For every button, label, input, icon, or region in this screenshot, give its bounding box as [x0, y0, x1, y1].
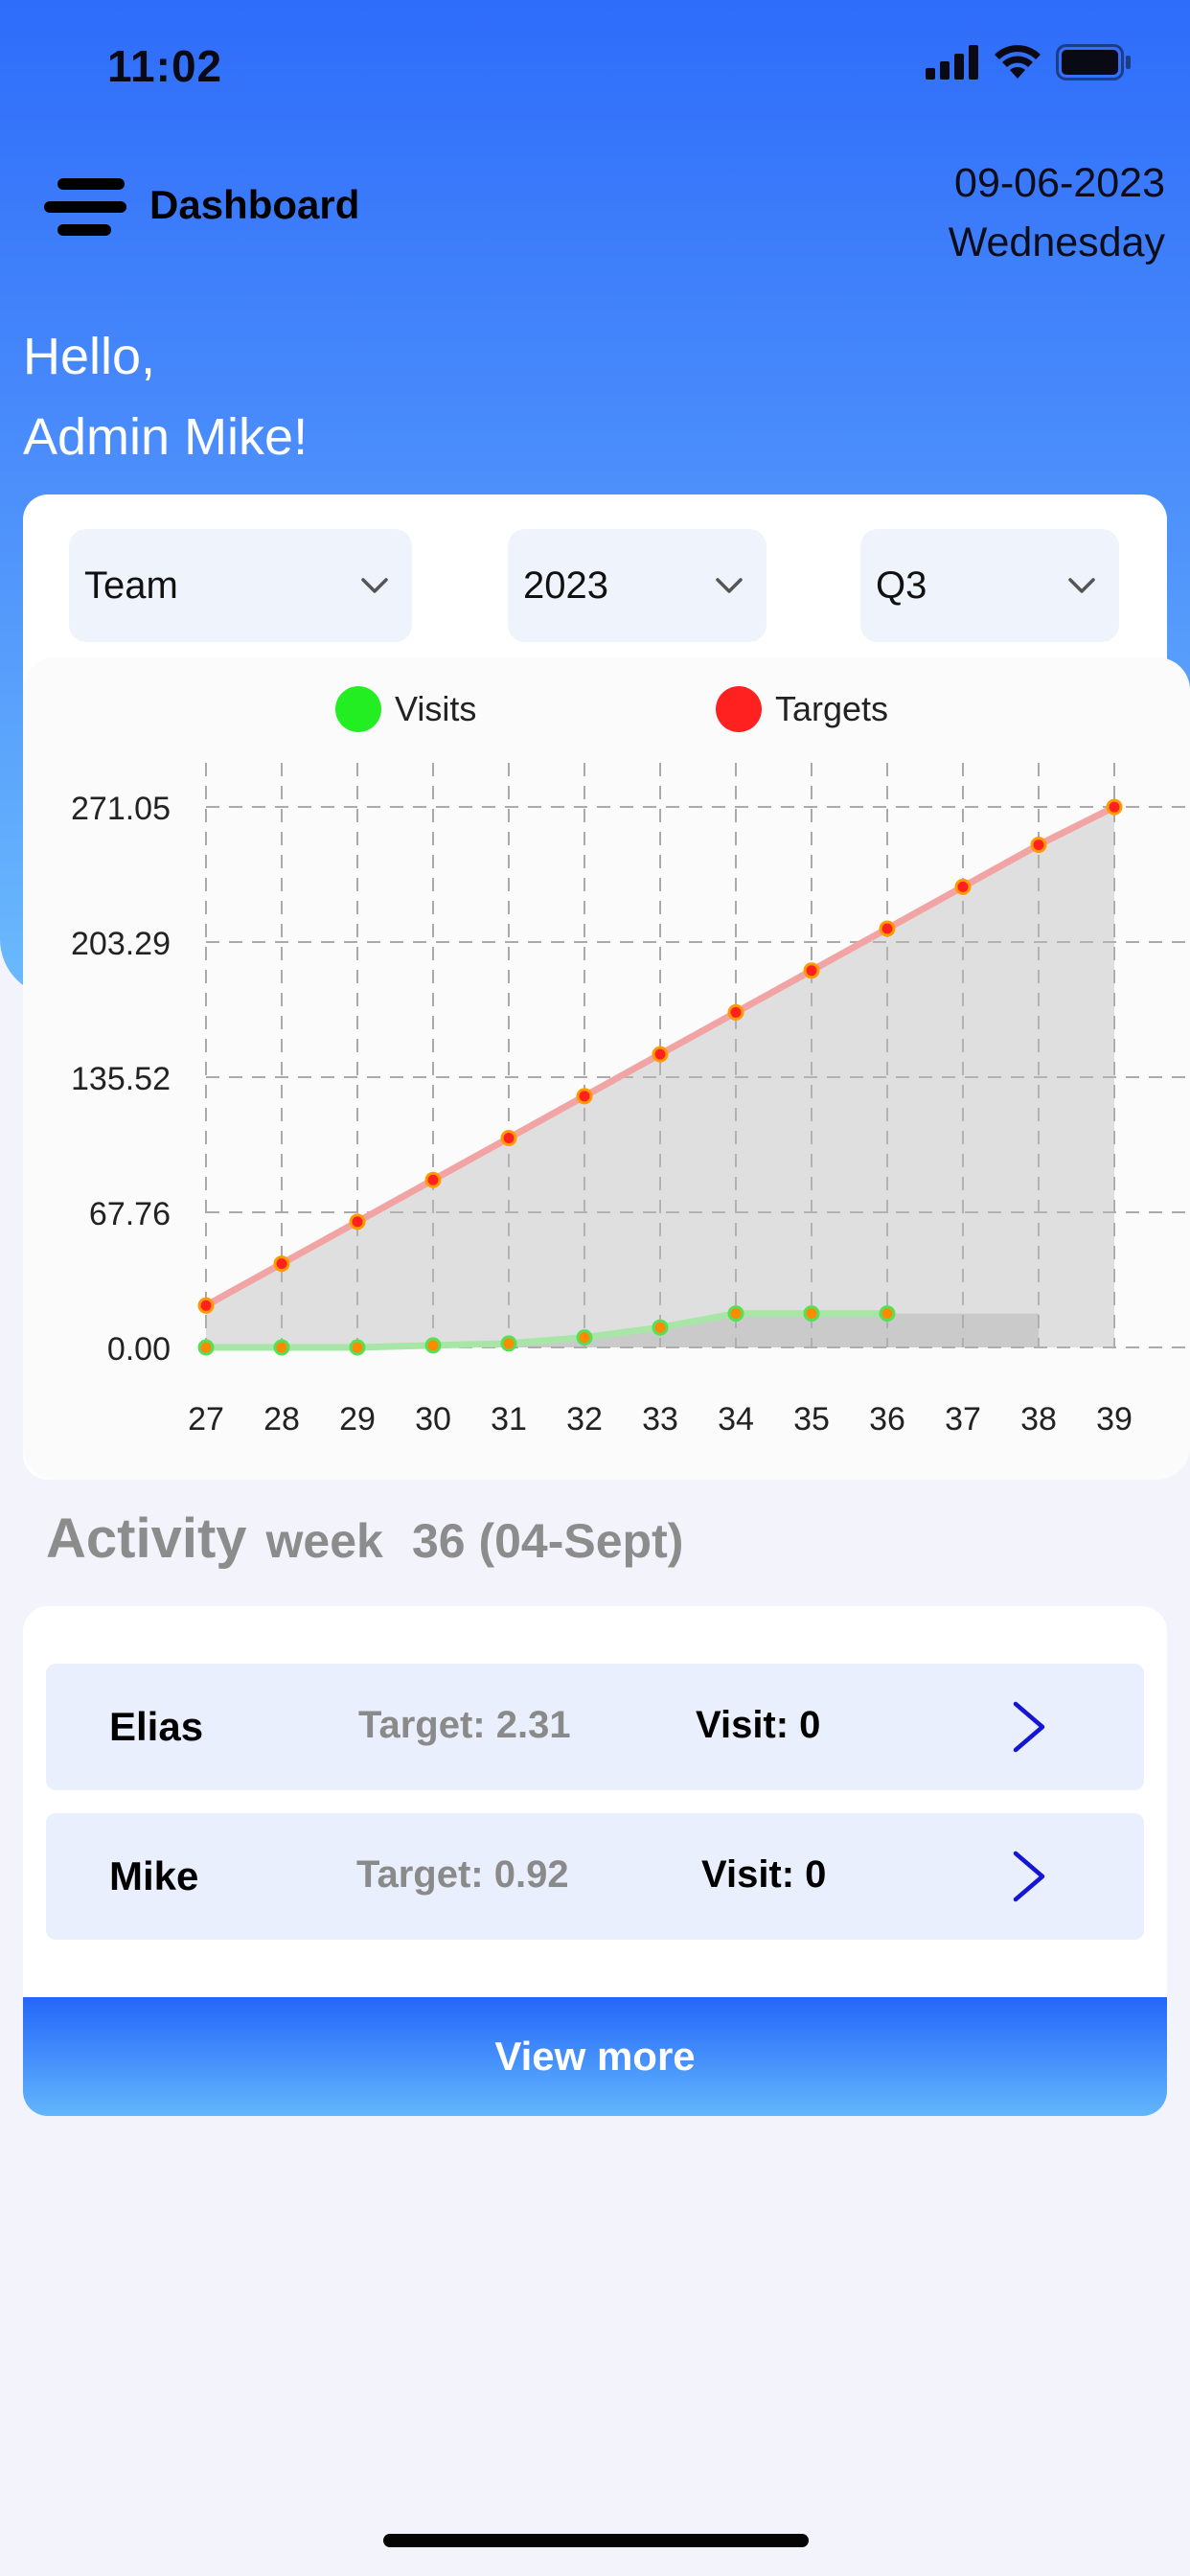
- targets-point: [500, 1130, 517, 1147]
- row-visit: Visit: 0: [696, 1704, 821, 1746]
- visits-point: [652, 1319, 669, 1336]
- x-tick-label: 36: [869, 1401, 905, 1438]
- visits-point: [424, 1337, 442, 1354]
- targets-point: [1106, 798, 1123, 816]
- quarter-select[interactable]: Q3: [860, 529, 1119, 642]
- x-tick-label: 37: [945, 1401, 981, 1438]
- legend-targets-marker: [716, 686, 762, 732]
- x-tick-label: 34: [718, 1401, 754, 1438]
- home-indicator: [383, 2534, 809, 2547]
- legend-visits-label: Visits: [395, 689, 476, 728]
- visits-point: [727, 1305, 744, 1322]
- row-target: Target: 2.31: [358, 1704, 571, 1746]
- row-name: Mike: [109, 1853, 199, 1898]
- visits-point: [349, 1339, 366, 1356]
- targets-area: [206, 807, 1114, 1347]
- visits-point: [803, 1305, 820, 1322]
- chevron-down-icon: [716, 578, 743, 593]
- targets-point: [954, 878, 972, 895]
- activity-week-value: 36 (04-Sept): [411, 1514, 684, 1568]
- visits-area: [206, 1313, 1039, 1347]
- date-value: 09-06-2023: [954, 160, 1165, 206]
- visits-point: [879, 1305, 896, 1322]
- y-tick-label: 203.29: [71, 926, 171, 962]
- greeting-line-2: Admin Mike!: [23, 408, 309, 466]
- line-chart: 271.05 203.29 135.52 67.76 0.00 27 28 29 30 31 32 3…: [71, 686, 1190, 1438]
- row-visit: Visit: 0: [701, 1853, 827, 1896]
- chart-card: Team 2023 Q3 271.05 203.29 135.52 67.76 0.00…: [23, 494, 1190, 1480]
- chevron-down-icon: [361, 578, 388, 593]
- y-tick-label: 271.05: [71, 791, 171, 827]
- page-title: Dashboard: [149, 182, 360, 227]
- x-tick-label: 28: [263, 1401, 300, 1438]
- targets-point: [652, 1046, 669, 1063]
- x-tick-label: 27: [188, 1401, 224, 1438]
- legend-targets-label: Targets: [775, 689, 888, 728]
- targets-point: [727, 1003, 744, 1021]
- chart-area: 271.05 203.29 135.52 67.76 0.00 27 28 29 30 31 32 3…: [23, 657, 1190, 1480]
- year-select-value: 2023: [523, 564, 608, 607]
- y-tick-label: 135.52: [71, 1061, 171, 1097]
- chevron-right-icon[interactable]: [1010, 1700, 1048, 1754]
- team-select-value: Team: [84, 564, 178, 607]
- activity-row[interactable]: Mike Target: 0.92 Visit: 0: [46, 1813, 1144, 1940]
- x-tick-label: 35: [793, 1401, 830, 1438]
- x-tick-label: 33: [642, 1401, 678, 1438]
- visits-point: [197, 1339, 215, 1356]
- activity-week-label: week: [265, 1514, 383, 1568]
- y-tick-label: 0.00: [107, 1331, 171, 1368]
- x-tick-label: 29: [339, 1401, 376, 1438]
- targets-point: [197, 1297, 215, 1314]
- visits-point: [273, 1339, 290, 1356]
- visits-line: [206, 1310, 887, 1351]
- targets-point: [803, 962, 820, 979]
- targets-point: [576, 1088, 593, 1105]
- greeting: Hello, Admin Mike!: [23, 316, 308, 477]
- row-name: Elias: [109, 1704, 204, 1749]
- visits-point: [500, 1335, 517, 1352]
- activity-title: Activity: [46, 1507, 247, 1570]
- targets-point: [879, 920, 896, 937]
- cellular-signal-icon: [926, 45, 978, 80]
- x-tick-label: 31: [491, 1401, 527, 1438]
- status-time: 11:02: [107, 41, 223, 91]
- row-target: Target: 0.92: [356, 1853, 569, 1896]
- y-tick-label: 67.76: [89, 1196, 171, 1232]
- legend-visits-marker: [335, 686, 381, 732]
- activity-row[interactable]: Elias Target: 2.31 Visit: 0: [46, 1664, 1144, 1790]
- activity-heading: Activity week 36 (04-Sept): [46, 1506, 683, 1571]
- weekday-value: Wednesday: [948, 219, 1165, 265]
- chevron-right-icon[interactable]: [1010, 1850, 1048, 1903]
- x-tick-label: 38: [1020, 1401, 1057, 1438]
- quarter-select-value: Q3: [876, 564, 927, 607]
- x-tick-label: 39: [1096, 1401, 1133, 1438]
- wifi-icon: [995, 45, 1041, 79]
- x-tick-label: 30: [415, 1401, 451, 1438]
- targets-point: [273, 1255, 290, 1273]
- chevron-down-icon: [1068, 578, 1095, 593]
- targets-point: [424, 1171, 442, 1188]
- visits-point: [576, 1329, 593, 1346]
- status-icons: [926, 44, 1133, 80]
- menu-icon[interactable]: [44, 178, 126, 236]
- greeting-line-1: Hello,: [23, 328, 156, 385]
- targets-point: [1030, 837, 1047, 854]
- current-date: 09-06-2023 Wednesday: [949, 153, 1165, 272]
- team-select[interactable]: Team: [69, 529, 412, 642]
- view-more-button[interactable]: View more: [23, 1997, 1167, 2116]
- year-select[interactable]: 2023: [508, 529, 767, 642]
- targets-point: [349, 1213, 366, 1230]
- battery-icon: [1056, 44, 1131, 80]
- x-tick-label: 32: [566, 1401, 603, 1438]
